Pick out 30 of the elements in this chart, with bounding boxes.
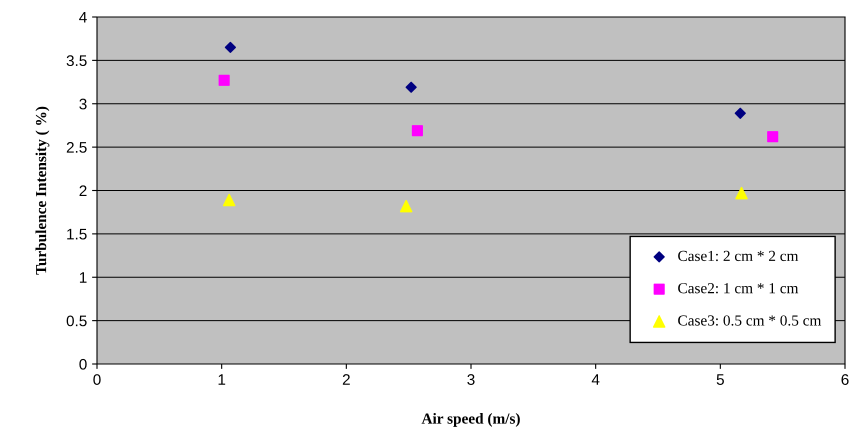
point (412, 125, 423, 136)
point (224, 42, 236, 53)
legend-label: Case2: 1 cm * 1 cm (678, 283, 798, 294)
y-tick-label: 2 (80, 185, 87, 196)
point (218, 74, 230, 86)
y-tick-label: 4 (79, 12, 87, 23)
point (735, 186, 748, 200)
point (222, 194, 236, 206)
y-tick-label: 1.5 (67, 228, 87, 240)
point (406, 82, 417, 93)
x-axis-title: Air speed (m/s) (422, 412, 520, 427)
x-tick-label: 1 (218, 374, 226, 385)
point (767, 131, 778, 142)
y-tick-label: 3 (79, 98, 87, 110)
point (734, 108, 746, 119)
y-axis-title: Turbulence Intensity ( %) (35, 106, 50, 275)
x-tick-label: 2 (342, 374, 350, 385)
x-tick-label: 5 (716, 374, 724, 385)
y-tick-label: 0.5 (66, 315, 87, 326)
y-tick-label: 0 (79, 358, 87, 370)
legend-label: Case3: 0.5 cm * 0.5 cm (678, 315, 822, 326)
x-tick-label: 3 (467, 374, 475, 385)
y-tick-label: 3.5 (66, 55, 87, 66)
x-tick-label: 6 (842, 374, 849, 385)
x-tick-label: 0 (93, 374, 101, 385)
y-tick-label: 1 (80, 272, 87, 283)
y-tick-label: 2.5 (66, 142, 87, 153)
point (400, 200, 412, 212)
x-tick-label: 4 (592, 374, 600, 385)
legend-label: Case1: 2 cm * 2 cm (678, 250, 798, 262)
